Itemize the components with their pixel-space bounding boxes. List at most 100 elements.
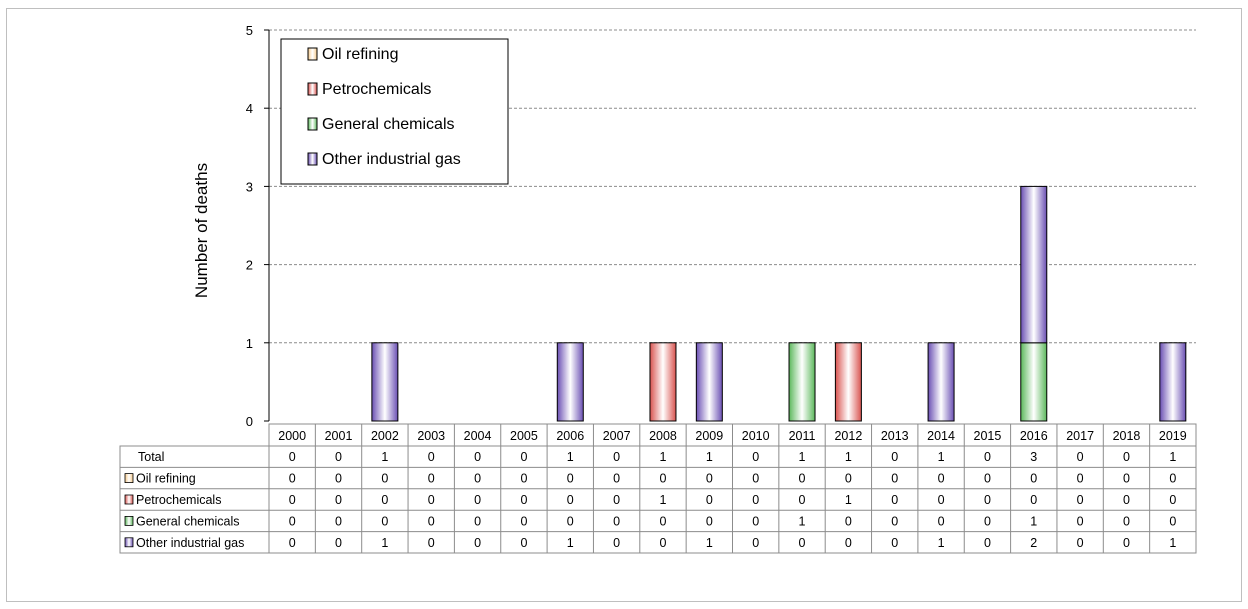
legend-label: Oil refining [322, 46, 398, 63]
table-cell: 0 [567, 493, 574, 507]
table-cell: 0 [984, 514, 991, 528]
table-cell: 0 [520, 493, 527, 507]
table-cell: 0 [567, 472, 574, 486]
table-cell: 0 [1123, 536, 1130, 550]
table-cell: 0 [1077, 472, 1084, 486]
table-cell: 0 [799, 472, 806, 486]
table-cell: 0 [520, 472, 527, 486]
table-row-swatch [124, 516, 134, 526]
table-cell: 0 [613, 514, 620, 528]
x-tick-label: 2004 [464, 429, 492, 443]
table-cell: 0 [984, 493, 991, 507]
table-cell: 0 [613, 493, 620, 507]
table-cell: 0 [335, 514, 342, 528]
table-cell: 2 [1030, 536, 1037, 550]
table-cell: 0 [381, 514, 388, 528]
table-cell: 0 [659, 514, 666, 528]
table-cell: 0 [474, 472, 481, 486]
table-cell: 0 [1123, 493, 1130, 507]
table-cell: 0 [845, 514, 852, 528]
x-tick-label: 2011 [789, 429, 816, 443]
table-cell: 0 [659, 472, 666, 486]
table-cell: 0 [938, 514, 945, 528]
table-row-label: Petrochemicals [136, 493, 221, 507]
x-tick-label: 2002 [371, 429, 399, 443]
table-cell: 1 [845, 493, 852, 507]
table-row-swatch [124, 494, 134, 505]
table-cell: 0 [428, 493, 435, 507]
table-cell: 1 [938, 450, 945, 464]
table-cell: 1 [706, 536, 713, 550]
table-cell: 0 [984, 472, 991, 486]
table-cell: 0 [613, 472, 620, 486]
x-tick-label: 2017 [1066, 429, 1094, 443]
table-cell: 1 [381, 536, 388, 550]
table-cell: 0 [1169, 493, 1176, 507]
table-cell: 0 [1169, 472, 1176, 486]
table-cell: 0 [1077, 493, 1084, 507]
y-tick-label: 3 [246, 179, 253, 194]
y-tick-label: 0 [246, 414, 253, 429]
table-cell: 0 [1077, 450, 1084, 464]
table-row-label: General chemicals [136, 514, 240, 528]
table-cell: 0 [1123, 472, 1130, 486]
legend-swatch [307, 82, 318, 96]
legend-box [280, 38, 509, 185]
table-cell: 0 [289, 536, 296, 550]
table-cell: 0 [289, 493, 296, 507]
table-cell: 0 [474, 493, 481, 507]
x-tick-label: 2018 [1113, 429, 1141, 443]
bar-other-industrial-gas-2014 [927, 342, 955, 422]
bar-other-industrial-gas-2009 [695, 342, 723, 422]
table-cell: 1 [567, 450, 574, 464]
legend-swatch [307, 117, 318, 131]
x-tick-label: 2007 [603, 429, 631, 443]
table-cell: 0 [799, 536, 806, 550]
table-cell: 0 [891, 536, 898, 550]
bar-petrochemicals-2008 [649, 342, 677, 422]
x-tick-label: 2019 [1159, 429, 1187, 443]
x-tick-label: 2016 [1020, 429, 1048, 443]
table-cell: 0 [891, 514, 898, 528]
bar-other-industrial-gas-2019 [1159, 342, 1187, 422]
x-tick-label: 2010 [742, 429, 770, 443]
table-cell: 0 [381, 493, 388, 507]
table-cell: 0 [1169, 514, 1176, 528]
table-cell: 0 [520, 536, 527, 550]
table-cell: 0 [845, 472, 852, 486]
table-row-label: Other industrial gas [136, 536, 244, 550]
table-cell: 0 [335, 450, 342, 464]
table-cell: 0 [938, 472, 945, 486]
table-cell: 0 [520, 514, 527, 528]
table-cell: 0 [752, 493, 759, 507]
legend-label: Other industrial gas [322, 151, 461, 168]
bar-other-industrial-gas-2002 [371, 342, 399, 422]
bar-other-industrial-gas-2016 [1020, 185, 1048, 344]
bar-general-chemicals-2016 [1020, 342, 1048, 422]
table-cell: 0 [289, 514, 296, 528]
table-cell: 0 [938, 493, 945, 507]
table-cell: 1 [845, 450, 852, 464]
table-cell: 0 [567, 514, 574, 528]
table-cell: 0 [289, 472, 296, 486]
table-cell: 0 [428, 450, 435, 464]
x-tick-label: 2014 [927, 429, 955, 443]
x-tick-label: 2005 [510, 429, 538, 443]
x-tick-label: 2012 [834, 429, 862, 443]
table-cell: 0 [706, 514, 713, 528]
x-tick-label: 2000 [278, 429, 306, 443]
table-cell: 0 [891, 493, 898, 507]
table-cell: 0 [520, 450, 527, 464]
table-cell: 0 [659, 536, 666, 550]
table-cell: 0 [752, 536, 759, 550]
x-tick-label: 2008 [649, 429, 677, 443]
bar-general-chemicals-2011 [788, 342, 816, 422]
legend-label: Petrochemicals [322, 81, 431, 98]
data-table: 2000 2001 2002 2003 2004 2005 2006 2007 2008 2009… [119, 423, 1197, 554]
table-cell: 0 [845, 536, 852, 550]
x-tick-label: 2006 [556, 429, 584, 443]
table-cell: 0 [474, 536, 481, 550]
table-cell: 0 [613, 536, 620, 550]
table-cell: 0 [706, 493, 713, 507]
